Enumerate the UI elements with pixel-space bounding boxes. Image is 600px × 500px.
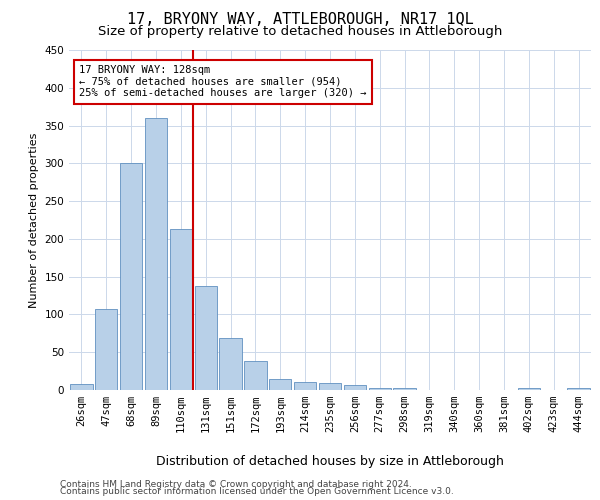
Bar [170, 229, 192, 390]
Bar [368, 388, 391, 390]
Bar [70, 384, 92, 390]
Text: Size of property relative to detached houses in Attleborough: Size of property relative to detached ho… [98, 25, 502, 38]
Bar [194, 286, 217, 390]
Bar [244, 362, 266, 390]
Bar [294, 382, 316, 390]
Bar [344, 386, 366, 390]
Bar [145, 118, 167, 390]
Text: Distribution of detached houses by size in Attleborough: Distribution of detached houses by size … [156, 454, 504, 468]
Text: Contains public sector information licensed under the Open Government Licence v3: Contains public sector information licen… [60, 487, 454, 496]
Bar [319, 383, 341, 390]
Bar [220, 338, 242, 390]
Bar [269, 380, 292, 390]
Bar [394, 388, 416, 390]
Bar [568, 388, 590, 390]
Bar [120, 162, 142, 390]
Bar [95, 309, 118, 390]
Text: Contains HM Land Registry data © Crown copyright and database right 2024.: Contains HM Land Registry data © Crown c… [60, 480, 412, 489]
Text: 17 BRYONY WAY: 128sqm
← 75% of detached houses are smaller (954)
25% of semi-det: 17 BRYONY WAY: 128sqm ← 75% of detached … [79, 66, 367, 98]
Y-axis label: Number of detached properties: Number of detached properties [29, 132, 39, 308]
Text: 17, BRYONY WAY, ATTLEBOROUGH, NR17 1QL: 17, BRYONY WAY, ATTLEBOROUGH, NR17 1QL [127, 12, 473, 26]
Bar [518, 388, 540, 390]
